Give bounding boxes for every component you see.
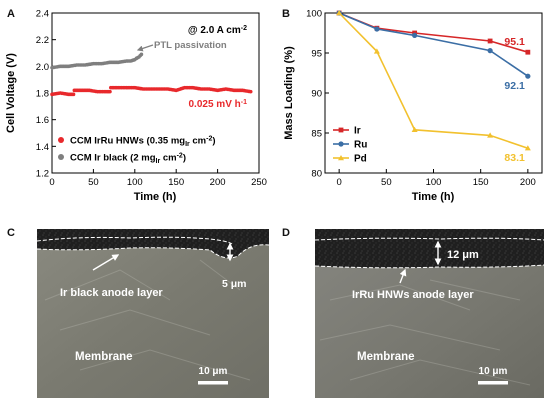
panel-a-xtick-label: 100	[127, 177, 143, 188]
series-point-ru	[525, 73, 531, 79]
legend-label-irblack: CCM Ir black (2 mgIr cm-2)	[70, 153, 186, 166]
series-point-ru	[374, 26, 380, 32]
panel-a-label: A	[7, 8, 15, 20]
layer-label-d: IrRu HNWs anode layer	[352, 289, 474, 301]
panel-d: D 12 μm IrRu HNWs anode layer Membrane 1…	[282, 227, 545, 398]
panel-b-ytick-label: 80	[311, 169, 322, 180]
legend-label-ir: Ir	[354, 126, 361, 137]
panel-a-legend: CCM IrRu HNWs (0.35 mgIr cm-2) CCM Ir bl…	[58, 136, 216, 166]
layer-arrow-c	[92, 254, 120, 271]
panel-a-ytick-label: 1.6	[36, 115, 49, 126]
sem-boundary-top-d	[314, 237, 545, 241]
panel-c-label: C	[7, 227, 15, 239]
thickness-label-d: 12 μm	[447, 249, 479, 261]
irru-data-point	[248, 89, 253, 94]
panel-a-ytick-label: 1.4	[36, 142, 49, 153]
panel-a-xtick-label: 150	[168, 177, 184, 188]
legend-marker-pd	[338, 155, 344, 161]
panel-a-xlabel: Time (h)	[134, 191, 177, 203]
thickness-label-c: 5 μm	[222, 278, 247, 290]
panel-a-series	[50, 52, 253, 97]
series-point-ir	[487, 38, 493, 44]
sem-boundary-bottom-c	[36, 244, 270, 259]
panel-a-ytick-label: 2.0	[36, 62, 49, 73]
panel-a-rate-annotation: 0.025 mV h-1	[189, 99, 248, 110]
series-point-pd	[336, 10, 343, 16]
panel-a-ytick-label: 1.8	[36, 89, 49, 100]
panel-b-ylabel: Mass Loading (%)	[283, 46, 295, 140]
legend-marker-irblack	[58, 154, 64, 160]
panel-a-ytick-label: 2.4	[36, 9, 49, 20]
panel-b-ytick-label: 95	[311, 49, 322, 60]
irru-data-point	[108, 89, 112, 94]
scale-bar-label-d: 10 μm	[479, 366, 508, 377]
irru-data-point	[71, 92, 76, 97]
series-point-ru	[412, 32, 418, 39]
panel-a-xtick-label: 200	[210, 177, 226, 188]
series-point-pd	[487, 132, 494, 138]
sem-texture-d	[319, 279, 531, 386]
panel-b-ticks: 0 50 100 150 200 80 85 90 95 100	[306, 9, 536, 189]
legend-marker-irru	[58, 137, 64, 143]
sem-texture-c	[44, 259, 251, 381]
legend-label-ru: Ru	[354, 140, 367, 151]
panel-b-xtick-label: 150	[473, 177, 489, 188]
panel-b-xtick-label: 200	[520, 177, 536, 188]
panel-a-ytick-label: 2.2	[36, 35, 49, 46]
panel-b-xtick-label: 50	[381, 177, 392, 188]
end-label-pd: 83.1	[504, 152, 525, 164]
series-point-pd	[373, 48, 380, 54]
panel-d-label: D	[282, 227, 290, 239]
series-point-pd	[411, 126, 418, 132]
end-label-ir: 95.1	[504, 36, 525, 48]
panel-b: B 0 50 100 150 200 80 85 90 95 100 95.1 92.1 83.1 I…	[282, 8, 543, 203]
series-point-pd	[524, 145, 531, 151]
panel-a-condition: @ 2.0 A cm-2	[188, 25, 247, 36]
sem-dark-layer-d	[315, 229, 544, 268]
panel-b-ytick-label: 90	[311, 89, 322, 100]
panel-a-ptl-annotation: PTL passivation	[154, 40, 227, 51]
panel-a-ylabel: Cell Voltage (V)	[5, 53, 17, 133]
panel-b-label: B	[282, 8, 290, 20]
panel-a-xtick-label: 0	[49, 177, 54, 188]
panel-a-xtick-label: 50	[88, 177, 99, 188]
layer-label-c: Ir black anode layer	[60, 287, 163, 299]
legend-label-pd: Pd	[354, 154, 367, 165]
end-label-ru: 92.1	[504, 80, 525, 92]
panel-a-xtick-label: 250	[251, 177, 267, 188]
panel-a-ptl-arrow	[136, 44, 154, 52]
panel-b-xtick-label: 100	[426, 177, 442, 188]
sem-boundary-bottom-d	[314, 264, 545, 269]
scale-bar-c	[198, 381, 228, 385]
panel-b-ytick-label: 85	[311, 129, 322, 140]
scale-bar-d	[478, 381, 508, 385]
legend-marker-ir	[338, 127, 344, 133]
panel-b-legend: Ir Ru Pd	[333, 126, 367, 165]
panel-b-ytick-label: 100	[306, 9, 322, 20]
panel-b-series: 95.1 92.1 83.1	[336, 10, 531, 164]
legend-marker-ru	[338, 141, 344, 147]
scale-bar-label-c: 10 μm	[199, 366, 228, 377]
panel-c: C 5 μm Ir black anode layer Membrane 10 …	[7, 227, 270, 398]
legend-label-irru: CCM IrRu HNWs (0.35 mgIr cm-2)	[70, 136, 216, 149]
membrane-label-d: Membrane	[357, 351, 415, 363]
layer-arrow-d	[399, 268, 407, 284]
series-line-ir	[338, 12, 529, 53]
panel-b-xtick-label: 0	[337, 177, 342, 188]
series-point-ru	[487, 48, 493, 54]
panel-a: A 0 50 100 150 200 250 1.2 1.4 1.6 1.8 2.0 2.2 2.4 @…	[5, 8, 267, 203]
series-point-ir	[525, 49, 531, 55]
panel-a-ytick-label: 1.2	[36, 169, 49, 180]
series-line-pd	[338, 12, 529, 149]
panel-a-plot-frame	[51, 12, 260, 174]
panel-b-xlabel: Time (h)	[412, 191, 455, 203]
membrane-label-c: Membrane	[75, 351, 133, 363]
irblack-data-point	[139, 52, 144, 57]
sem-boundary-top-c	[36, 236, 233, 245]
